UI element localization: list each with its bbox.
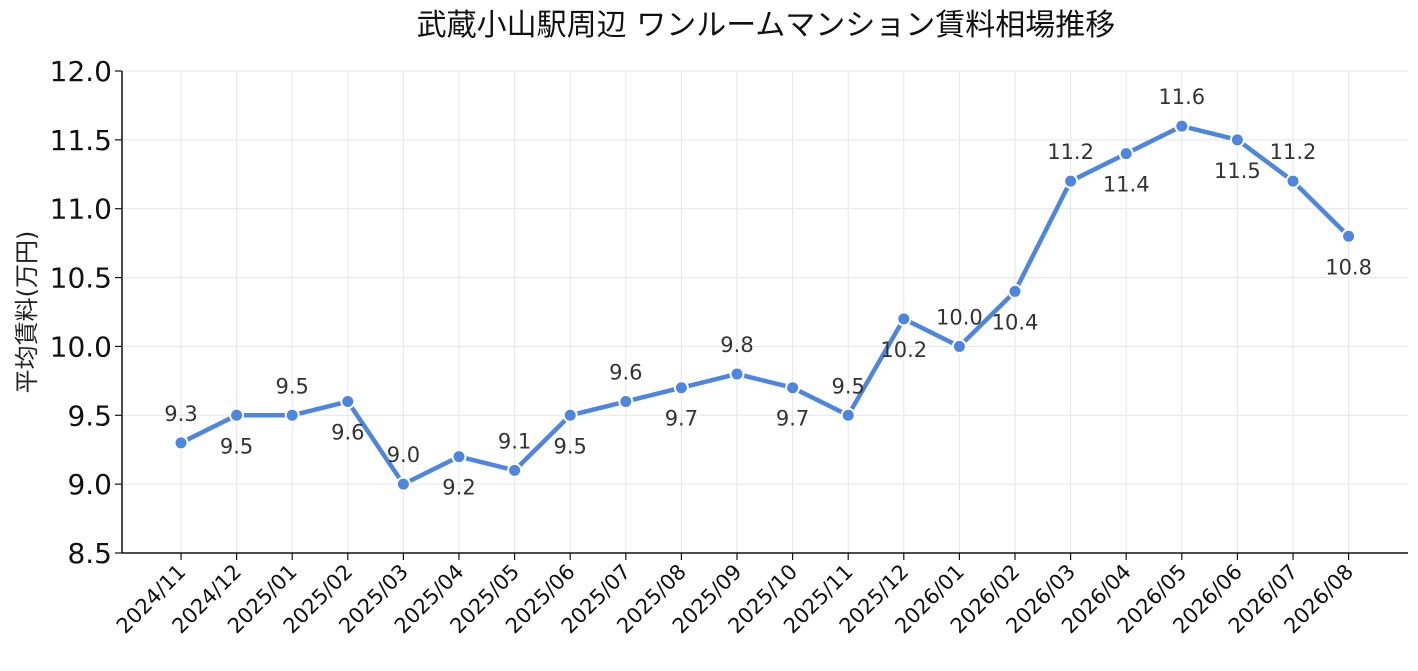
data-label: 10.0: [936, 305, 983, 329]
data-point: [1063, 173, 1079, 189]
data-label: 10.2: [880, 338, 927, 362]
data-point: [1285, 173, 1301, 189]
data-label: 9.5: [275, 374, 308, 398]
data-label: 9.5: [831, 374, 864, 398]
data-label: 11.4: [1103, 173, 1150, 197]
data-point: [673, 380, 689, 396]
data-point: [896, 311, 912, 327]
data-point: [618, 394, 634, 410]
y-axis-ticks: 8.5 9.0 9.5 10.0 10.5 11.0 11.5 12.0: [50, 55, 122, 570]
data-point: [1118, 146, 1134, 162]
data-point: [1229, 132, 1245, 148]
data-label: 11.2: [1047, 140, 1094, 164]
data-point: [785, 380, 801, 396]
data-point: [729, 366, 745, 382]
y-tick-label: 12.0: [50, 55, 112, 88]
data-point: [507, 462, 523, 478]
data-label: 10.4: [992, 310, 1039, 334]
data-point: [840, 407, 856, 423]
data-label: 9.6: [331, 421, 364, 445]
data-label: 9.1: [498, 429, 531, 453]
data-point: [951, 338, 967, 354]
data-label: 9.8: [720, 333, 753, 357]
series-line: [178, 123, 1351, 487]
data-label: 9.7: [665, 407, 698, 431]
data-point: [395, 476, 411, 492]
data-point: [173, 435, 189, 451]
data-label: 9.5: [553, 434, 586, 458]
chart-title: 武蔵小山駅周辺 ワンルームマンション賃料相場推移: [417, 8, 1116, 43]
x-axis-ticks: 2024/112024/122025/012025/022025/032025/…: [112, 553, 1358, 638]
data-point: [562, 407, 578, 423]
data-label: 11.6: [1158, 85, 1205, 109]
y-tick-label: 11.5: [50, 124, 112, 157]
y-tick-label: 10.0: [50, 330, 112, 363]
y-tick-label: 9.0: [67, 468, 112, 501]
data-label: 9.3: [164, 402, 197, 426]
grid-lines: [122, 70, 1408, 554]
y-tick-label: 8.5: [67, 537, 112, 570]
data-labels: 9.3 9.5 9.5 9.6 9.0 9.2 9.1 9.5 9.6 9.7 9.8 9.7 9.5 1…: [164, 85, 1372, 500]
data-point: [284, 407, 300, 423]
data-point: [1007, 283, 1023, 299]
data-label: 9.7: [776, 407, 809, 431]
series-layer: [173, 118, 1357, 492]
data-point: [451, 449, 467, 465]
data-label: 9.0: [387, 443, 420, 467]
y-tick-label: 11.0: [50, 193, 112, 226]
data-label: 9.2: [442, 476, 475, 500]
data-label: 10.8: [1325, 255, 1372, 279]
data-point: [1341, 228, 1357, 244]
data-point: [1174, 118, 1190, 134]
data-label: 11.2: [1270, 140, 1317, 164]
data-label: 11.5: [1214, 159, 1261, 183]
data-point: [229, 407, 245, 423]
y-tick-label: 10.5: [50, 262, 112, 295]
y-tick-label: 9.5: [67, 399, 112, 432]
data-label: 9.6: [609, 361, 642, 385]
data-label: 9.5: [220, 434, 253, 458]
y-axis-label: 平均賃料(万円): [13, 231, 41, 394]
data-point: [340, 394, 356, 410]
